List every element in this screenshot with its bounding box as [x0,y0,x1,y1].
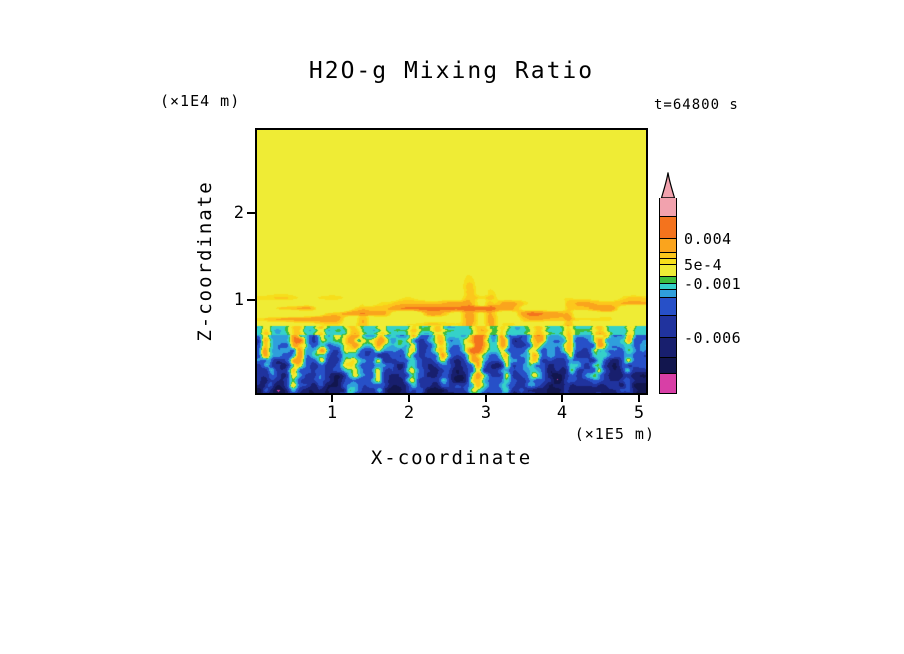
colorbar-segment [660,357,676,373]
colorbar-segment [660,198,676,216]
x-tick-label-4: 4 [556,403,568,423]
x-tick-label-5: 5 [633,403,645,423]
colorbar-segment [660,297,676,315]
x-tick-mark [561,395,563,402]
colorbar-segment [660,373,676,393]
x-tick-mark [485,395,487,402]
z-tick-mark [247,212,255,214]
colorbar [659,172,677,394]
x-tick-mark [638,395,640,402]
colorbar-segment [660,315,676,337]
colorbar-tick-label: 0.004 [684,230,732,248]
plot-title: H2O-g Mixing Ratio [308,58,595,84]
colorbar-segment [660,216,676,238]
colorbar-segment [660,258,676,264]
z-tick-mark [247,299,255,301]
colorbar-segment [660,289,676,297]
x-axis-title: X-coordinate [370,447,533,469]
colorbar-segment [660,252,676,258]
x-axis-unit: (×1E5 m) [574,425,655,443]
z-tick-label-1: 1 [233,290,244,310]
x-tick-label-3: 3 [480,403,492,423]
colorbar-segment [660,276,676,283]
plot-area [255,128,648,395]
colorbar-tick-label: -0.006 [684,329,742,347]
x-tick-mark [408,395,410,402]
colorbar-arrow-icon [660,172,676,198]
x-tick-label-1: 1 [326,403,338,423]
z-axis-title: Z-coordinate [194,180,216,342]
z-axis-unit: (×1E4 m) [160,92,241,110]
x-tick-mark [331,395,333,402]
heatmap-canvas [257,130,646,393]
colorbar-segments [659,198,677,394]
z-tick-label-2: 2 [233,203,244,223]
colorbar-segment [660,264,676,276]
colorbar-tick-label: -0.001 [684,275,742,293]
x-tick-label-2: 2 [403,403,415,423]
colorbar-segment [660,238,676,252]
time-annotation: t=64800 s [654,97,739,113]
colorbar-segment [660,337,676,357]
colorbar-segment [660,283,676,289]
colorbar-tick-label: 5e-4 [684,256,723,274]
